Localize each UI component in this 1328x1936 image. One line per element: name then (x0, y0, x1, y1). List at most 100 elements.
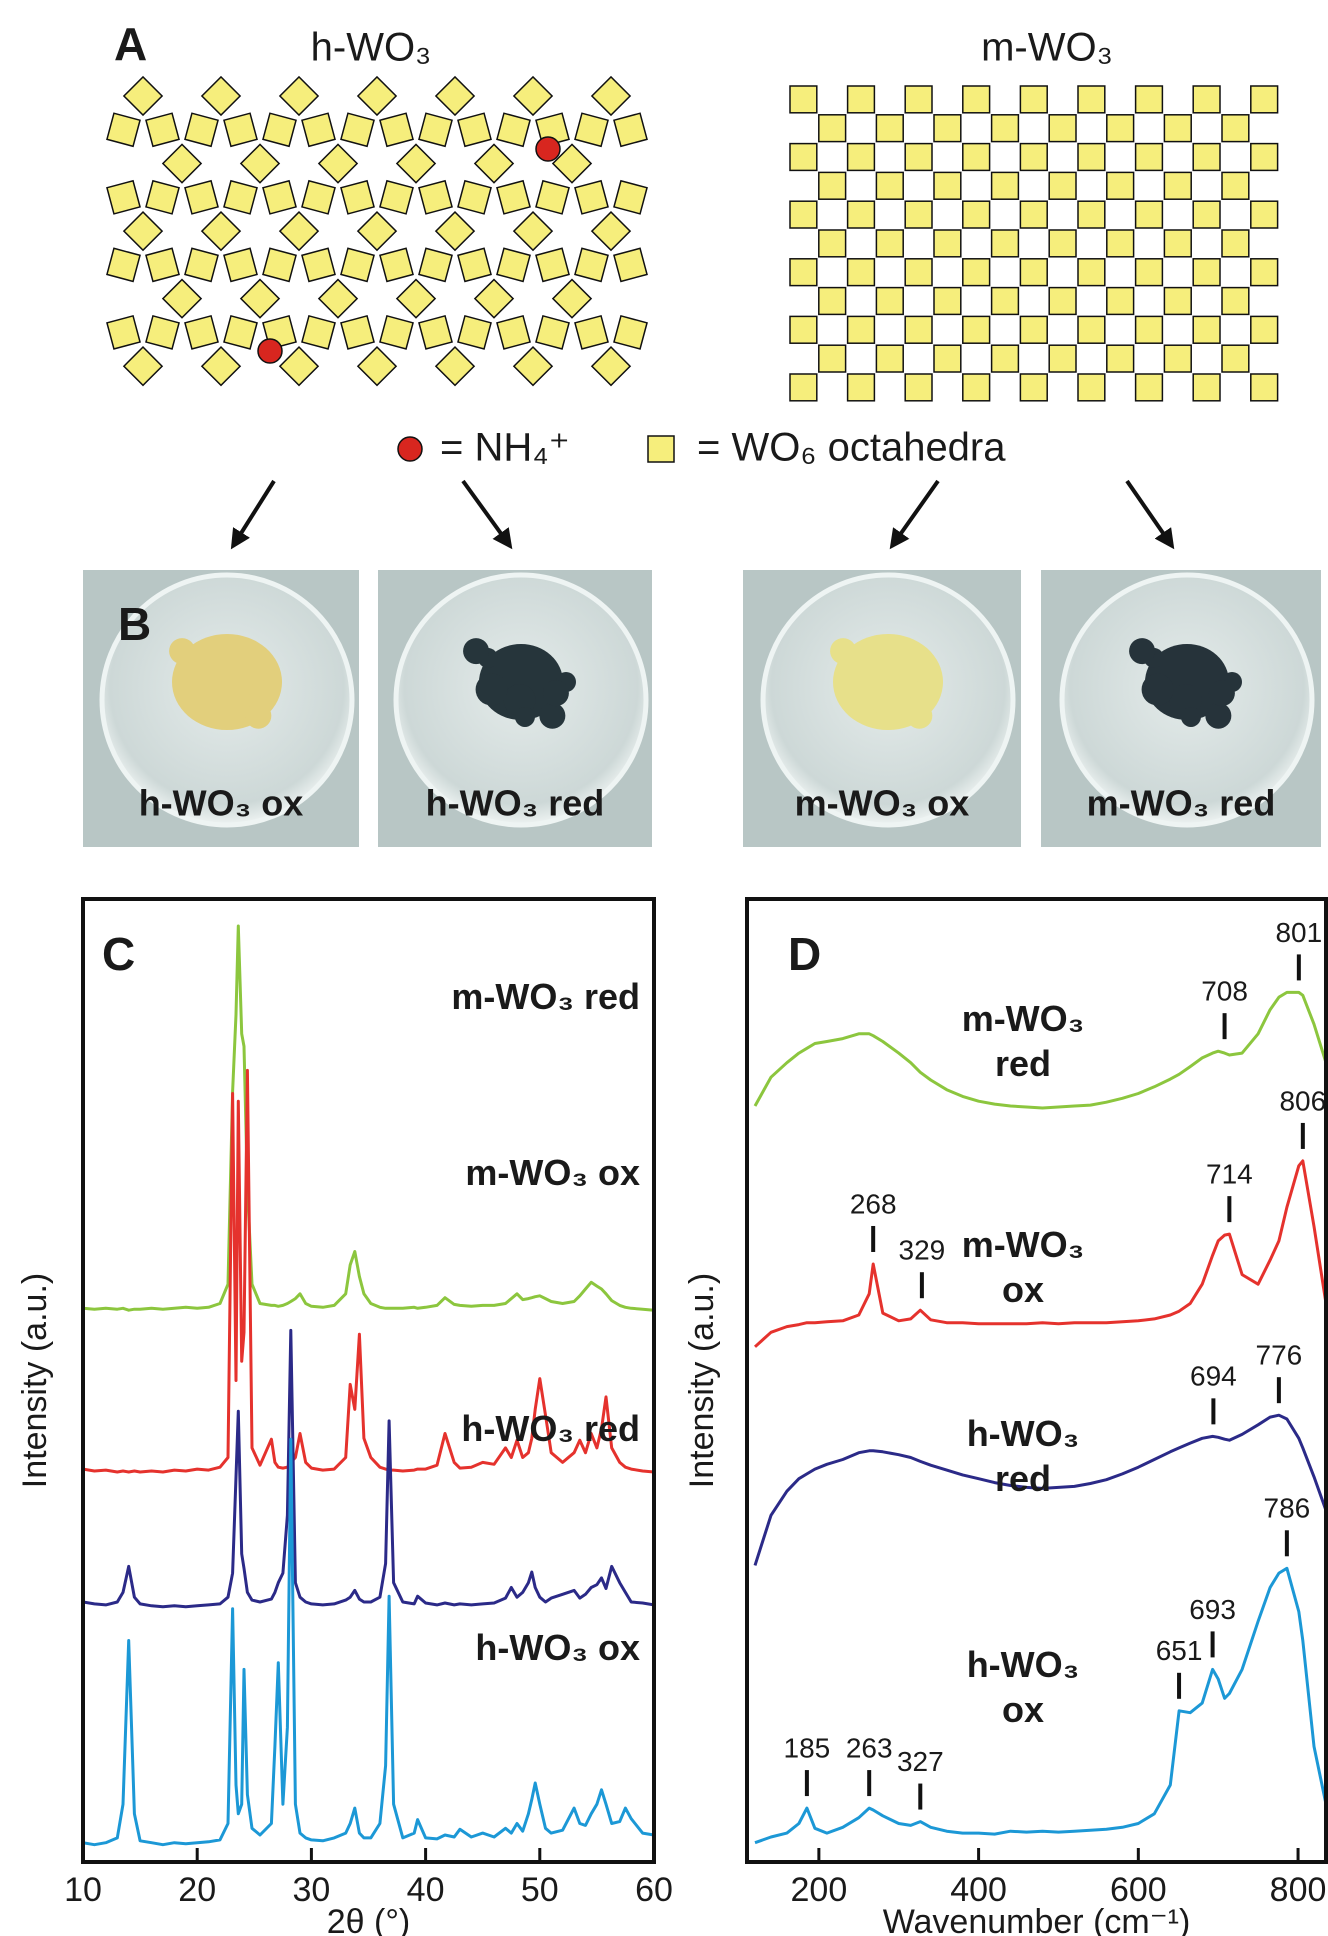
octahedron (1136, 144, 1163, 171)
octahedron (905, 316, 932, 343)
octahedron (992, 345, 1019, 372)
octahedron (536, 181, 569, 214)
octahedron (790, 201, 817, 228)
octahedron (1251, 144, 1278, 171)
powder-grain (543, 680, 569, 706)
powder-grain (1129, 638, 1155, 664)
octahedron (934, 288, 961, 315)
octahedron (1049, 345, 1076, 372)
octahedron (146, 316, 179, 349)
octahedron (419, 113, 452, 146)
octahedron (934, 230, 961, 257)
series-label: m-WO₃ ox (310, 1112, 640, 1232)
octahedron (819, 288, 846, 315)
series-label: h-WO₃ red (310, 1368, 640, 1488)
octahedron (876, 230, 903, 257)
panel-letter: C (102, 928, 135, 980)
octahedron (614, 316, 647, 349)
octahedron (790, 316, 817, 343)
x-tick-label: 50 (521, 1871, 559, 1909)
octahedron (1251, 259, 1278, 286)
powder-grain (221, 707, 241, 727)
octahedron (848, 374, 875, 401)
octahedron (1049, 288, 1076, 315)
octahedron (341, 316, 374, 349)
series-label-box: m-WO₃ ox (310, 1112, 640, 1232)
octahedron (380, 248, 413, 281)
peak-label: 268 (850, 1188, 897, 1219)
octahedron (1020, 316, 1047, 343)
octahedron (819, 172, 846, 199)
octahedron (963, 144, 990, 171)
peak-label: 185 (784, 1732, 831, 1763)
octahedron (1136, 374, 1163, 401)
octahedron (1078, 316, 1105, 343)
octahedron (934, 115, 961, 142)
octahedron (848, 201, 875, 228)
powder-grain (910, 680, 936, 706)
octahedron (790, 86, 817, 113)
powder-grain (539, 703, 565, 729)
octahedron (302, 248, 335, 281)
octahedron (419, 248, 452, 281)
octahedron (380, 316, 413, 349)
octahedron (575, 248, 608, 281)
powder-grain (1209, 680, 1235, 706)
octahedron (1078, 201, 1105, 228)
octahedron (1020, 201, 1047, 228)
series-label-box: h-WO₃ red (943, 1396, 1103, 1516)
octahedron (1078, 374, 1105, 401)
octahedron (458, 316, 491, 349)
nh4-ion (536, 137, 560, 161)
powder-grain (182, 674, 214, 706)
photo-label: h-WO₃ ox (139, 783, 304, 824)
octahedron (819, 345, 846, 372)
octahedron (819, 230, 846, 257)
figure: A h-WO₃ m-WO₃ = NH₄⁺ = WO₆ octahedra h-W… (0, 0, 1328, 1936)
octahedron (848, 316, 875, 343)
octahedron (905, 374, 932, 401)
octahedron (992, 230, 1019, 257)
octahedron (992, 172, 1019, 199)
octahedron (963, 201, 990, 228)
octahedron (146, 113, 179, 146)
octahedron (963, 374, 990, 401)
octahedron (1164, 172, 1191, 199)
octahedron (1251, 201, 1278, 228)
photo-label: m-WO₃ ox (795, 783, 970, 824)
octahedron (1193, 144, 1220, 171)
powder-grain (476, 674, 508, 706)
peak-label: 263 (846, 1732, 893, 1763)
octahedron (963, 86, 990, 113)
octahedron (1193, 316, 1220, 343)
octahedron (302, 316, 335, 349)
powder-grain (249, 680, 275, 706)
legend-label: = WO₆ octahedra (697, 426, 1006, 470)
x-axis-label: Wavenumber (cm⁻¹) (883, 1903, 1191, 1936)
series-label-box: h-WO₃ ox (943, 1627, 1103, 1747)
peak-label: 708 (1201, 976, 1248, 1007)
series-label: m-WO₃ red (310, 936, 640, 1056)
octahedron (1251, 86, 1278, 113)
octahedron (224, 316, 257, 349)
photo-label: h-WO₃ red (426, 783, 605, 824)
octahedron (341, 113, 374, 146)
octahedron (1193, 201, 1220, 228)
octahedron (224, 248, 257, 281)
octahedron (1078, 86, 1105, 113)
octahedron (1164, 288, 1191, 315)
peak-label: 651 (1156, 1635, 1203, 1666)
powder-grain (906, 703, 932, 729)
octahedron (1136, 316, 1163, 343)
powder-grain (1181, 707, 1201, 727)
octahedron (905, 259, 932, 286)
peak-label: 693 (1189, 1594, 1236, 1625)
x-tick-label: 800 (1270, 1871, 1327, 1909)
octahedron (263, 248, 296, 281)
octahedron (1107, 172, 1134, 199)
octahedron (497, 248, 530, 281)
octahedron (905, 86, 932, 113)
octahedron (1107, 115, 1134, 142)
octahedron (1020, 86, 1047, 113)
x-tick-label: 20 (178, 1871, 216, 1909)
